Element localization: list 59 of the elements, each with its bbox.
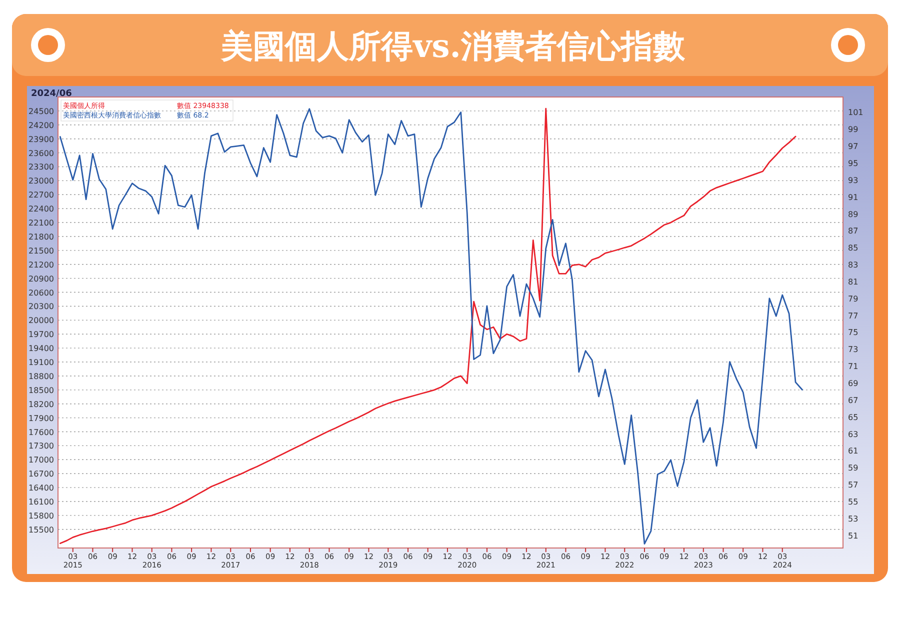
y-tick-label: 20600: [28, 288, 54, 298]
y2-tick-label: 89: [848, 210, 858, 219]
y-tick-label: 21200: [28, 260, 54, 270]
y2-tick-label: 55: [848, 497, 858, 506]
y2-tick-label: 85: [848, 244, 858, 253]
y2-tick-label: 77: [848, 311, 858, 320]
y-tick-label: 20300: [28, 302, 54, 312]
y2-tick-label: 83: [848, 260, 858, 270]
y2-tick-label: 57: [848, 480, 858, 490]
y-tick-label: 22700: [28, 190, 54, 200]
y-tick-label: 23000: [28, 176, 54, 186]
y2-tick-label: 79: [848, 294, 858, 304]
y-tick-label: 20000: [28, 316, 54, 326]
y-tick-label: 18800: [28, 372, 54, 381]
y2-tick-label: 95: [848, 159, 858, 168]
y2-tick-label: 91: [848, 192, 858, 202]
y-tick-label: 23600: [28, 148, 54, 158]
y-tick-label: 23900: [28, 134, 54, 144]
y2-tick-label: 61: [848, 446, 858, 456]
y-tick-label: 17900: [28, 414, 54, 423]
y-tick-label: 16400: [28, 484, 54, 493]
y2-tick-label: 71: [848, 362, 858, 372]
y-tick-label: 17300: [28, 442, 54, 451]
y2-tick-label: 101: [848, 108, 864, 118]
y-tick-label: 19700: [28, 330, 54, 340]
y-tick-label: 22400: [28, 204, 54, 214]
y-tick-label: 21800: [28, 232, 54, 242]
y-tick-label: 24200: [28, 120, 54, 130]
y-tick-label: 15500: [28, 525, 54, 534]
y2-tick-label: 69: [848, 379, 858, 388]
y-tick-label: 20900: [28, 274, 54, 284]
y2-tick-label: 63: [848, 430, 858, 439]
y-tick-label: 18500: [28, 386, 54, 395]
y-tick-label: 17000: [28, 456, 54, 465]
y-tick-label: 18200: [28, 400, 54, 409]
chart-title: 美國個人所得vs.消費者信心指數: [220, 27, 686, 65]
y2-tick-label: 53: [848, 514, 858, 524]
annotation: 2024/06: [31, 89, 72, 99]
y-tick-label: 19400: [28, 344, 54, 354]
y-tick-label: 21500: [28, 246, 54, 256]
y2-tick-label: 67: [848, 396, 858, 405]
y2-tick-label: 87: [848, 226, 858, 236]
y2-tick-label: 75: [848, 328, 858, 338]
y2-tick-label: 99: [848, 125, 858, 134]
y-tick-label: 15800: [28, 511, 54, 520]
y-tick-label: 19100: [28, 358, 54, 368]
y-tick-label: 22100: [28, 218, 54, 228]
y2-tick-label: 51: [848, 531, 858, 540]
y-tick-label: 16100: [28, 498, 54, 507]
y2-tick-label: 97: [848, 142, 858, 152]
y-tick-label: 17600: [28, 428, 54, 437]
y-tick-label: 16700: [28, 470, 54, 479]
y-tick-label: 24500: [28, 106, 54, 116]
y2-tick-label: 59: [848, 464, 858, 473]
y-tick-label: 23300: [28, 162, 54, 172]
y2-tick-label: 93: [848, 176, 858, 185]
y2-tick-label: 73: [848, 345, 858, 354]
y2-tick-label: 65: [848, 412, 858, 422]
y2-tick-label: 81: [848, 277, 858, 286]
